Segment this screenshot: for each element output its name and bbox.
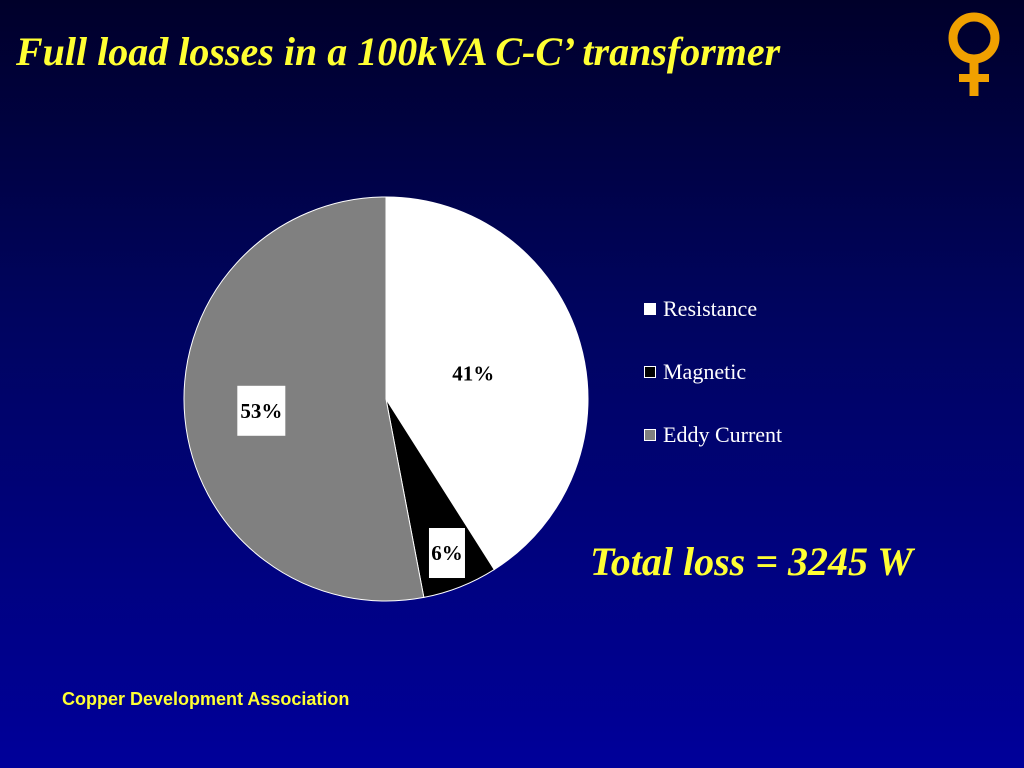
legend-swatch-eddy-current [644,429,656,441]
legend-label-resistance: Resistance [663,296,758,321]
legend-item-resistance: Resistance [644,290,782,328]
venus-symbol-icon [948,12,1000,96]
data-label-box-magnetic [428,528,465,579]
chart-legend: Resistance Magnetic Eddy Current [644,290,782,479]
data-label-box-eddy-current [237,385,286,436]
legend-label-magnetic: Magnetic [663,359,747,384]
footer-organization: Copper Development Association [62,689,350,709]
pie-slices [183,196,589,602]
legend-item-magnetic: Magnetic [644,353,782,391]
legend-item-eddy-current: Eddy Current [644,416,782,454]
legend-swatch-resistance [644,303,656,315]
pie-slice-resistance [385,196,589,571]
slide-title: Full load losses in a 100kVA C-C’ transf… [16,29,781,74]
pie-slice-eddy-current [183,196,425,602]
data-label-resistance: 41% [452,362,494,386]
data-label-eddy-current: 53% [240,399,282,423]
legend-label-eddy-current: Eddy Current [663,422,783,447]
pie-data-labels: 41% 6% 53% [237,362,494,579]
data-label-magnetic: 6% [431,541,463,565]
legend-swatch-magnetic [644,366,656,378]
total-loss-label: Total loss = 3245 W [590,539,913,584]
